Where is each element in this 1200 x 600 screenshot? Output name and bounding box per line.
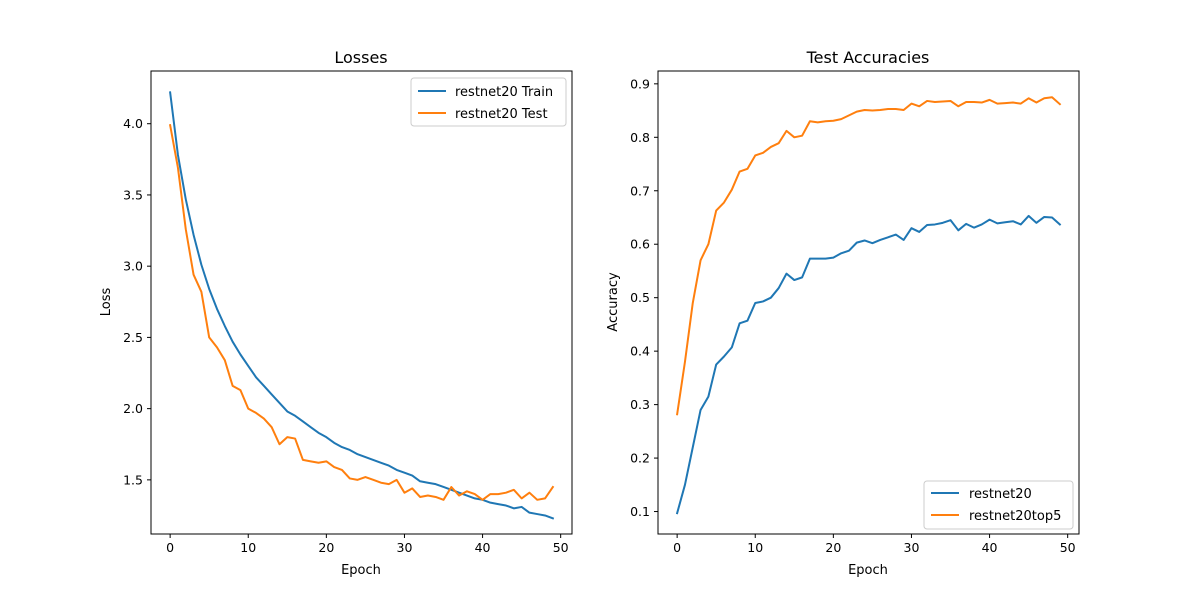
accuracies-x-tick-label: 30	[904, 540, 920, 555]
losses-x-tick-label: 50	[553, 540, 569, 555]
accuracies-x-axis-label: Epoch	[848, 563, 888, 578]
accuracies-y-tick-label: 0.9	[630, 76, 650, 91]
accuracies-legend-label-top5: restnet20top5	[969, 509, 1061, 524]
losses-x-tick-label: 10	[240, 540, 256, 555]
losses-y-tick-label: 2.5	[123, 330, 143, 345]
losses-plot-lines	[168, 91, 555, 520]
losses-y-tick-label: 3.5	[123, 187, 143, 202]
accuracies-y-tick-label: 0.6	[630, 237, 650, 252]
accuracies-y-tick-label: 0.8	[630, 130, 650, 145]
losses-x-tick-label: 30	[397, 540, 413, 555]
accuracies-plot-frame	[657, 70, 1080, 535]
accuracies-x-tick-label: 50	[1060, 540, 1076, 555]
accuracies-legend-box	[923, 480, 1074, 530]
losses-plot-frame	[150, 70, 573, 535]
accuracies-y-tick-label: 0.7	[630, 183, 650, 198]
losses-y-tick-label: 1.5	[123, 472, 143, 487]
losses-y-axis-label: Loss	[99, 288, 114, 317]
losses-y-tick-label: 2.0	[123, 401, 143, 416]
accuracies-y-axis-label: Accuracy	[606, 272, 621, 332]
losses-legend-box	[410, 77, 567, 127]
accuracies-x-tick-label: 10	[747, 540, 763, 555]
losses-y-tick-label: 4.0	[123, 116, 143, 131]
losses-series-line-1	[168, 123, 555, 501]
losses-chart-title: Losses	[334, 48, 387, 67]
losses-axis-ticks: 0 10 20 30 40 50 1.5 2.0 2.5 3.0 3.5 4.0	[123, 116, 569, 555]
accuracies-y-tick-label: 0.1	[630, 504, 650, 519]
losses-legend-label-test: restnet20 Test	[455, 107, 548, 122]
accuracies-x-tick-label: 20	[825, 540, 841, 555]
accuracies-x-tick-label: 40	[982, 540, 998, 555]
accuracies-x-tick-label: 0	[673, 540, 681, 555]
losses-y-tick-label: 3.0	[123, 259, 143, 274]
losses-chart: Losses Epoch Loss 0 10 20 30 40 50 1.5 2.0 2.5 3.…	[99, 48, 573, 578]
losses-series-line-0	[169, 91, 555, 520]
losses-legend: restnet20 Train restnet20 Test	[410, 77, 567, 127]
losses-legend-label-train: restnet20 Train	[455, 85, 553, 100]
accuracies-chart: Test Accuracies Epoch Accuracy 0 10 20 30 40…	[606, 48, 1080, 578]
accuracies-chart-title: Test Accuracies	[806, 48, 930, 67]
accuracies-plot-lines	[675, 96, 1062, 515]
accuracies-y-tick-label: 0.2	[630, 451, 650, 466]
losses-x-tick-label: 20	[318, 540, 334, 555]
losses-x-tick-label: 40	[475, 540, 491, 555]
accuracies-legend-label-top1: restnet20	[969, 487, 1032, 502]
losses-x-axis-label: Epoch	[341, 563, 381, 578]
accuracies-legend: restnet20 restnet20top5	[923, 480, 1074, 530]
losses-x-tick-label: 0	[166, 540, 174, 555]
accuracies-series-line-0	[675, 214, 1062, 515]
accuracies-y-tick-label: 0.3	[630, 397, 650, 412]
accuracies-y-tick-label: 0.5	[630, 290, 650, 305]
accuracies-series-line-1	[676, 96, 1062, 416]
accuracies-y-tick-label: 0.4	[630, 344, 650, 359]
accuracies-axis-ticks: 0 10 20 30 40 50 0.1 0.2 0.3 0.4 0.5 0.6 0.7 0.8 0.9	[630, 76, 1076, 555]
